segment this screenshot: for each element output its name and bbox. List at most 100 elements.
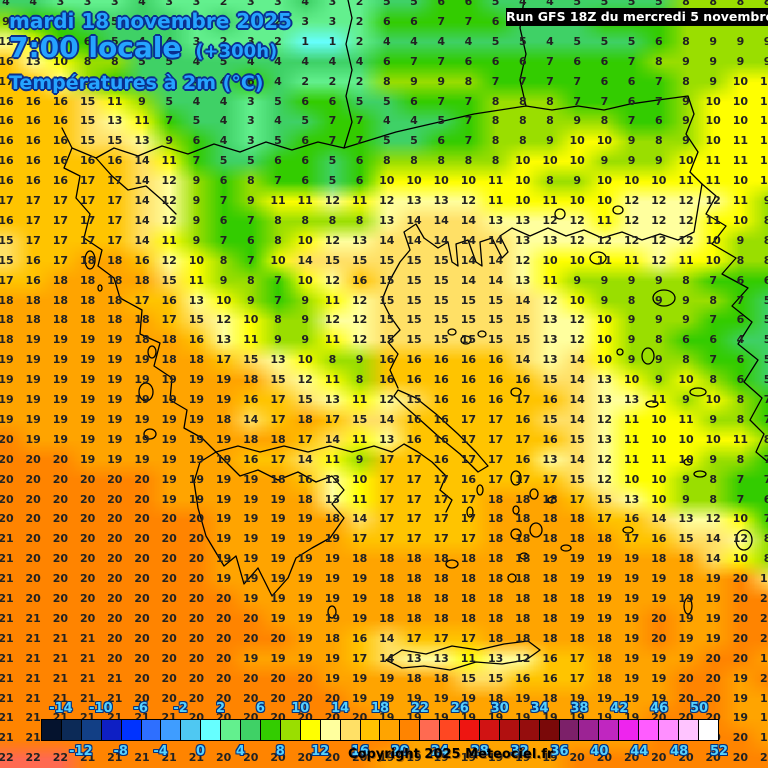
temp-value: 10 bbox=[651, 412, 667, 426]
scale-cell bbox=[61, 720, 82, 740]
temp-value: 7 bbox=[410, 54, 418, 68]
temp-value: 18 bbox=[487, 492, 504, 506]
temp-value: 20 bbox=[52, 452, 69, 466]
temp-value: 6 bbox=[437, 134, 446, 148]
temp-value: 19 bbox=[215, 492, 232, 506]
temp-value: 20 bbox=[0, 472, 14, 486]
temp-value: 9 bbox=[682, 393, 690, 406]
temp-value: 5 bbox=[382, 0, 391, 8]
temp-value: 16 bbox=[0, 94, 14, 108]
temp-value: 6 bbox=[246, 74, 255, 88]
temp-value: 19 bbox=[324, 651, 341, 665]
temp-value: 10 bbox=[651, 492, 667, 506]
temp-value: 19 bbox=[542, 751, 558, 765]
temp-value: 18 bbox=[433, 572, 449, 586]
temp-value: 7 bbox=[110, 74, 119, 88]
temp-value: 16 bbox=[379, 373, 395, 387]
temp-value: 18 bbox=[433, 611, 449, 625]
temp-value: 18 bbox=[487, 552, 504, 566]
temp-value: 21 bbox=[161, 751, 177, 765]
temp-value: 20 bbox=[52, 552, 69, 566]
temp-value: 20 bbox=[134, 651, 150, 665]
temp-value: 20 bbox=[188, 691, 205, 705]
temp-value: 20 bbox=[134, 492, 150, 506]
temp-value: 7 bbox=[709, 273, 718, 287]
temp-value: 8 bbox=[736, 452, 745, 466]
temp-value: 3 bbox=[246, 0, 255, 8]
temp-value: 9 bbox=[763, 34, 768, 48]
temp-value: 19 bbox=[52, 393, 69, 406]
scale-cell bbox=[579, 720, 600, 740]
temp-value: 11 bbox=[351, 432, 368, 446]
temp-value: 20 bbox=[0, 492, 14, 506]
temp-value: 19 bbox=[351, 691, 368, 705]
temp-value: 8 bbox=[274, 213, 282, 227]
temp-value: 19 bbox=[678, 592, 694, 605]
temp-value: 16 bbox=[406, 432, 422, 446]
temp-value: 16 bbox=[25, 154, 41, 168]
temp-value: 10 bbox=[596, 174, 613, 188]
temp-value: 5 bbox=[437, 114, 446, 128]
temp-value: 10 bbox=[515, 154, 531, 168]
temp-value: 12 bbox=[542, 293, 558, 307]
temp-value: 13 bbox=[623, 492, 640, 506]
temp-value: 17 bbox=[460, 631, 477, 645]
temp-value: 11 bbox=[596, 213, 613, 227]
temp-value: 19 bbox=[243, 552, 259, 566]
temp-value: 5 bbox=[274, 134, 282, 148]
temp-value: 18 bbox=[188, 353, 205, 367]
temp-value: 19 bbox=[542, 552, 558, 566]
temp-value: 15 bbox=[79, 94, 96, 108]
temp-value: 4 bbox=[301, 54, 310, 68]
temp-value: 18 bbox=[460, 572, 477, 586]
temp-value: 8 bbox=[682, 353, 690, 367]
temp-value: 11 bbox=[623, 432, 640, 446]
temp-value: 20 bbox=[25, 592, 41, 605]
temp-value: 10 bbox=[732, 94, 749, 108]
temp-value: 10 bbox=[705, 94, 721, 108]
temp-value: 4 bbox=[736, 333, 745, 347]
temp-value: 17 bbox=[460, 432, 477, 446]
temp-value: 15 bbox=[79, 114, 96, 128]
temp-value: 17 bbox=[433, 532, 449, 546]
temp-value: 4 bbox=[192, 54, 201, 68]
temp-value: 9 bbox=[437, 74, 446, 88]
temp-value: 22 bbox=[0, 751, 14, 765]
temp-value: 15 bbox=[406, 313, 422, 327]
temp-value: 11 bbox=[623, 412, 640, 426]
temp-value: 14 bbox=[487, 273, 504, 287]
temp-value: 19 bbox=[515, 751, 531, 765]
temp-value: 4 bbox=[274, 54, 282, 68]
temp-value: 5 bbox=[627, 34, 636, 48]
scale-tick-label: 22 bbox=[410, 701, 429, 716]
temp-value: 20 bbox=[188, 532, 205, 546]
temp-value: 9 bbox=[192, 174, 201, 188]
temp-value: 16 bbox=[515, 452, 531, 466]
temp-value: 20 bbox=[79, 512, 96, 526]
temp-value: 20 bbox=[651, 611, 667, 625]
temp-value: 17 bbox=[406, 532, 422, 546]
temp-value: 13 bbox=[678, 512, 694, 526]
temp-value: 9 bbox=[192, 194, 201, 207]
temp-value: 19 bbox=[732, 711, 749, 725]
temp-value: 19 bbox=[215, 572, 232, 586]
temp-value: 8 bbox=[709, 472, 718, 486]
temp-value: 19 bbox=[243, 472, 259, 486]
temp-value: 14 bbox=[406, 233, 422, 247]
temp-value: 7 bbox=[355, 114, 364, 128]
temp-value: 4 bbox=[274, 114, 282, 128]
temp-value: 17 bbox=[25, 194, 41, 207]
temp-value: 19 bbox=[433, 691, 449, 705]
temp-value: 10 bbox=[732, 512, 749, 526]
temp-value: 2 bbox=[301, 74, 310, 88]
temp-value: 17 bbox=[107, 233, 123, 247]
temp-value: 10 bbox=[678, 432, 694, 446]
temp-value: 4 bbox=[165, 74, 174, 88]
temp-value: 12 bbox=[651, 233, 667, 247]
temp-value: 8 bbox=[709, 0, 718, 8]
temp-value: 18 bbox=[569, 512, 585, 526]
temp-value: 20 bbox=[79, 572, 96, 586]
temp-value: 19 bbox=[52, 373, 69, 387]
temp-value: 7 bbox=[464, 134, 473, 148]
